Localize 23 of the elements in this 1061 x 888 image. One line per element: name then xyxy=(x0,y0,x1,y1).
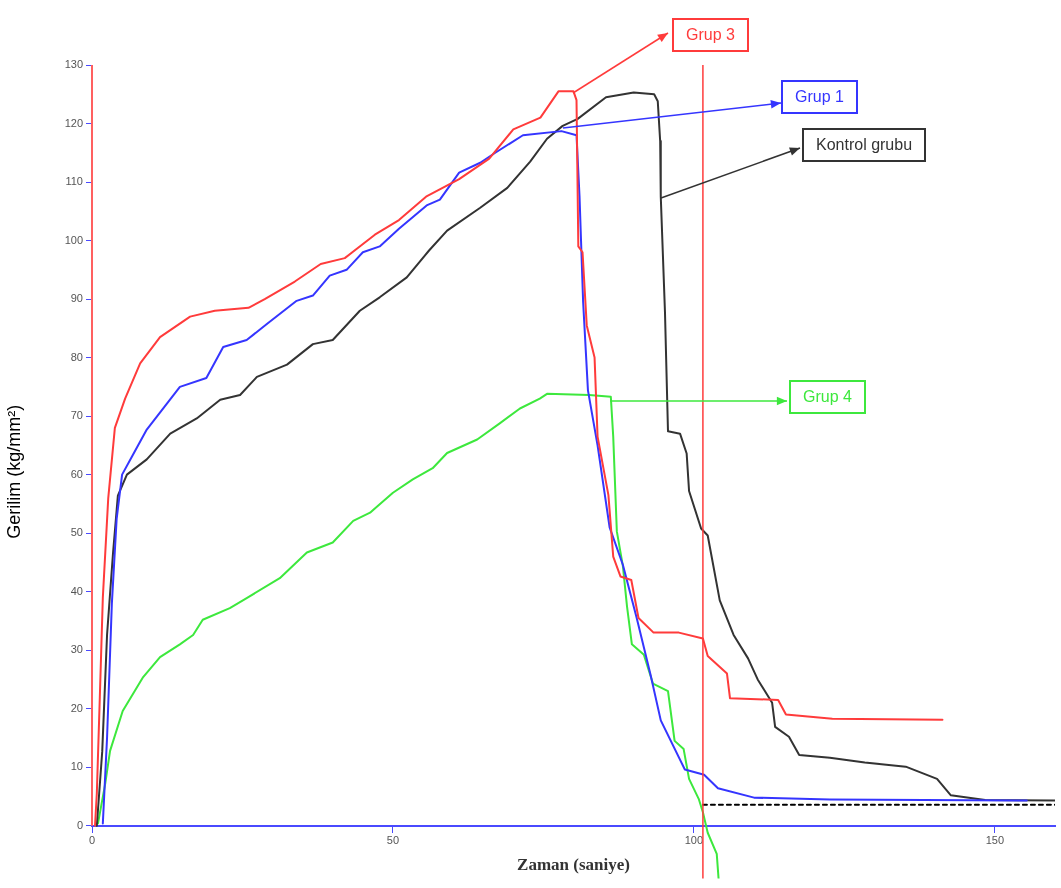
y-tick-label: 80 xyxy=(70,350,83,363)
legend-label: Grup 1 xyxy=(781,80,858,114)
legend-label: Grup 4 xyxy=(789,380,866,414)
y-axis-title: Gerilim (kg/mm²) xyxy=(3,404,24,539)
legend-label: Grup 3 xyxy=(672,18,749,52)
y-tick-label: 50 xyxy=(70,526,83,539)
y-tick-label: 0 xyxy=(76,818,83,831)
y-tick-label: 100 xyxy=(64,233,83,246)
y-tick-label: 70 xyxy=(70,409,83,422)
x-tick-label: 150 xyxy=(985,834,1004,847)
y-tick-label: 130 xyxy=(64,58,83,71)
x-axis-title: Zaman (saniye) xyxy=(517,854,630,874)
y-tick-label: 40 xyxy=(70,584,83,597)
y-tick-label: 20 xyxy=(70,701,83,714)
legend-label: Kontrol grubu xyxy=(802,128,927,162)
y-tick-label: 90 xyxy=(70,292,83,305)
x-tick-label: 50 xyxy=(386,834,400,847)
y-tick-label: 10 xyxy=(70,760,83,773)
y-tick-label: 60 xyxy=(70,467,83,480)
y-tick-label: 120 xyxy=(64,116,83,129)
x-tick-label: 0 xyxy=(88,834,96,847)
y-tick-label: 110 xyxy=(65,175,83,188)
y-tick-label: 30 xyxy=(70,643,83,656)
